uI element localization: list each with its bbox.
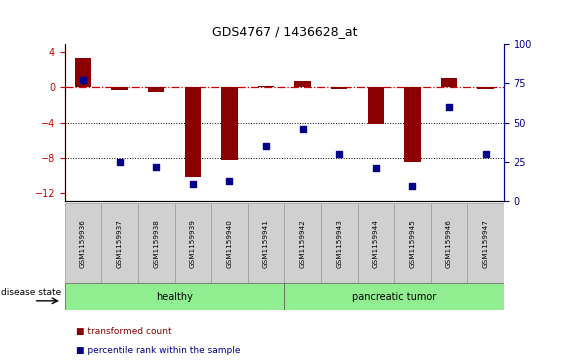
Bar xyxy=(394,203,431,283)
Point xyxy=(152,164,161,170)
Text: GSM1159944: GSM1159944 xyxy=(373,219,379,268)
Text: GSM1159941: GSM1159941 xyxy=(263,219,269,268)
Bar xyxy=(477,87,494,89)
Bar xyxy=(258,86,274,87)
Text: GSM1159938: GSM1159938 xyxy=(153,219,159,268)
Point xyxy=(298,126,307,132)
Bar xyxy=(138,203,175,283)
Bar xyxy=(467,203,504,283)
Bar xyxy=(101,203,138,283)
Text: ■ percentile rank within the sample: ■ percentile rank within the sample xyxy=(76,346,240,355)
Bar xyxy=(331,87,347,89)
Bar xyxy=(321,203,358,283)
Text: disease state: disease state xyxy=(1,288,61,297)
Point xyxy=(408,183,417,189)
Bar xyxy=(294,81,311,87)
Bar xyxy=(65,283,284,310)
Text: GSM1159947: GSM1159947 xyxy=(482,219,489,268)
Bar xyxy=(185,87,201,177)
Point xyxy=(115,159,124,165)
Bar xyxy=(441,78,457,87)
Text: GSM1159939: GSM1159939 xyxy=(190,219,196,268)
Bar xyxy=(75,58,91,87)
Point xyxy=(334,151,343,157)
Text: GSM1159942: GSM1159942 xyxy=(300,219,306,268)
Text: GSM1159945: GSM1159945 xyxy=(409,219,415,268)
Bar xyxy=(111,87,128,90)
Point xyxy=(445,104,454,110)
Bar xyxy=(221,87,238,160)
Bar xyxy=(65,203,101,283)
Bar xyxy=(148,87,164,92)
Point xyxy=(225,178,234,184)
Bar xyxy=(358,203,394,283)
Bar xyxy=(431,203,467,283)
Text: GSM1159937: GSM1159937 xyxy=(117,219,123,268)
Bar xyxy=(211,203,248,283)
Text: GSM1159943: GSM1159943 xyxy=(336,219,342,268)
Point xyxy=(481,151,490,157)
Text: GSM1159936: GSM1159936 xyxy=(80,219,86,268)
Bar xyxy=(248,203,284,283)
Point xyxy=(79,77,88,83)
Bar xyxy=(368,87,384,124)
Text: GSM1159940: GSM1159940 xyxy=(226,219,233,268)
Bar xyxy=(284,283,504,310)
Bar xyxy=(175,203,211,283)
Text: ■ transformed count: ■ transformed count xyxy=(76,327,172,335)
Text: healthy: healthy xyxy=(156,292,193,302)
Point xyxy=(261,143,270,149)
Bar xyxy=(284,203,321,283)
Point xyxy=(372,166,381,171)
Bar xyxy=(404,87,421,162)
Text: GSM1159946: GSM1159946 xyxy=(446,219,452,268)
Text: pancreatic tumor: pancreatic tumor xyxy=(352,292,436,302)
Text: GDS4767 / 1436628_at: GDS4767 / 1436628_at xyxy=(212,25,357,38)
Point xyxy=(188,181,197,187)
